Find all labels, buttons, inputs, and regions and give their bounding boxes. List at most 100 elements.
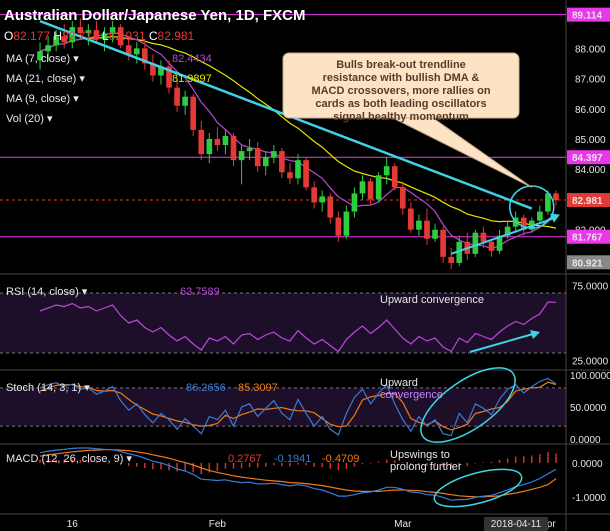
candle-body — [287, 172, 293, 179]
candle-body — [117, 27, 124, 46]
candle-body — [472, 232, 479, 254]
macd-value: -0.1941 — [274, 453, 311, 465]
x-tick-label: Apr — [540, 519, 556, 530]
rsi-label: RSI (14, close) ▾ — [6, 286, 88, 298]
candle — [504, 220, 511, 239]
price-badge-label: 82.981 — [572, 196, 603, 207]
callout-box — [282, 52, 520, 119]
candle — [295, 154, 301, 185]
candle-body — [270, 151, 277, 158]
candle — [545, 190, 551, 215]
candle-body — [456, 241, 463, 263]
candle-body — [416, 220, 422, 230]
candle-body — [37, 51, 43, 61]
ohlc-header: O82.177 H82.771 L82.931 C82.981 — [4, 29, 195, 43]
candle-body — [254, 148, 261, 167]
stoch-pane: Upward convergence — [0, 367, 566, 443]
candle — [198, 120, 205, 161]
price-badge — [567, 229, 610, 244]
candle — [488, 238, 495, 257]
callout-text: Bulls break-out trendline resistance with… — [311, 59, 490, 123]
rsi-tick-label: 25.0000 — [572, 357, 609, 368]
rsi-pane: Upward convergence — [0, 292, 566, 354]
candle — [93, 21, 100, 43]
candle-body — [93, 30, 100, 40]
candle — [496, 229, 503, 254]
macd-line — [39, 447, 557, 501]
candle — [142, 39, 148, 70]
candle-body — [383, 166, 390, 176]
price-tick-label: 87.000 — [575, 75, 606, 86]
candle-body — [520, 217, 527, 230]
stoch-tick-label: 50.0000 — [570, 403, 607, 414]
price-tick-label: 86.000 — [575, 105, 606, 116]
stoch-k-value: 86.2656 — [186, 382, 226, 394]
indicator-label: MA (21, close) ▾ — [6, 73, 85, 85]
indicator-value: 82.4434 — [172, 53, 212, 65]
rsi-value: 63.7589 — [180, 286, 220, 298]
candle-body — [496, 235, 503, 251]
candle — [416, 214, 422, 236]
macd-tick-label: 0.0000 — [572, 459, 603, 470]
candle-body — [545, 193, 551, 212]
candle — [351, 187, 358, 218]
candle — [335, 211, 342, 242]
candle — [190, 93, 197, 136]
rsi-arrow-head — [530, 330, 540, 339]
candle — [424, 208, 430, 245]
breakout-highlight — [509, 185, 555, 229]
candle — [214, 126, 221, 152]
candle — [101, 27, 108, 52]
indicator-label: MA (7, close) ▾ — [6, 53, 79, 65]
candle — [432, 223, 438, 242]
stoch-note: Upward convergence — [380, 377, 443, 401]
stoch-k-line — [39, 377, 557, 437]
price-tick-label: 85.000 — [575, 135, 606, 146]
macd-pane: Upswings to prolong further — [39, 447, 557, 508]
rsi-line — [39, 301, 557, 353]
candle-body — [174, 87, 180, 106]
macd-highlight — [433, 468, 523, 508]
rsi-band — [0, 293, 566, 353]
candle-body — [319, 196, 326, 203]
candle-body — [61, 36, 68, 43]
ma-21-line — [39, 35, 557, 229]
candle-body — [77, 27, 84, 34]
candle-body — [303, 160, 309, 188]
price-tick-label: 88.000 — [575, 44, 606, 55]
candle-body — [279, 151, 285, 173]
candle-body — [238, 151, 245, 161]
candle — [45, 36, 51, 61]
candle-body — [158, 66, 164, 76]
price-badge-label: 89.114 — [572, 11, 602, 22]
price-badge — [567, 193, 610, 208]
support-arrow — [450, 216, 557, 255]
candle — [174, 78, 180, 112]
candle — [327, 193, 334, 224]
stoch-d-value: 85.3097 — [238, 382, 278, 394]
candle-body — [125, 45, 132, 55]
candle — [383, 157, 390, 185]
candle-body — [351, 193, 358, 212]
price-badge — [567, 7, 610, 22]
candle — [367, 178, 374, 206]
candle-body — [45, 45, 51, 52]
candle — [520, 214, 527, 236]
macd-signal-line — [39, 449, 557, 498]
candle — [206, 132, 213, 164]
candle — [117, 24, 124, 49]
candle — [230, 132, 237, 167]
candle — [319, 190, 326, 212]
candle — [553, 190, 559, 206]
candle-body — [537, 211, 543, 221]
candle-body — [424, 220, 430, 239]
candle-body — [166, 66, 172, 88]
price-badge — [567, 150, 610, 165]
candle — [480, 226, 487, 248]
candle-body — [230, 135, 237, 161]
candle-body — [367, 181, 374, 200]
candle — [238, 145, 245, 185]
candle-body — [359, 181, 366, 194]
